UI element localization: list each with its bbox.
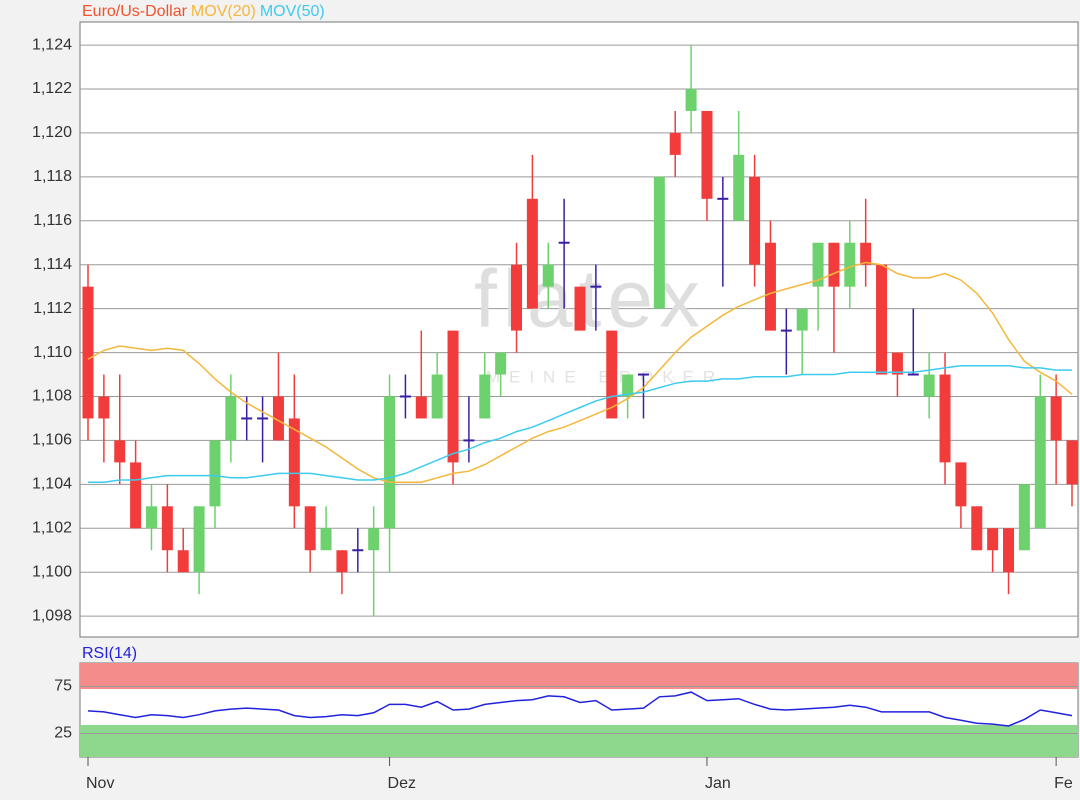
candle-body [923,374,935,397]
candle-body [876,264,888,375]
candle-body [653,176,665,309]
legend-entry: MOV(50) [260,3,325,20]
candle-body [336,550,348,573]
candle-body [399,395,411,398]
candle-body [352,549,364,552]
y-tick-label: 1,106 [32,432,72,449]
candle-body [209,440,221,507]
candle-body [431,374,443,419]
candle-body [511,264,523,331]
y-tick-label: 1,108 [32,388,72,405]
y-tick-label: 1,124 [32,36,72,53]
watermark-subtitle: MEINE BROKER [486,367,724,386]
candle-body [1003,528,1015,573]
candle-body [828,242,840,287]
candle-body [304,506,316,551]
moving-average-line [87,261,1073,483]
y-tick-label: 1,120 [32,124,72,141]
candle-body [288,418,300,507]
candle-body [272,396,284,441]
candle-body [320,528,332,551]
candle-body [82,286,94,419]
candle-body [257,417,269,420]
candle-body [685,88,697,111]
candle-body [764,242,776,331]
candle-body [637,373,649,376]
candle-body [574,286,586,331]
y-tick-label: 75 [54,678,72,695]
y-tick-label: 1,098 [32,607,72,624]
candle-body [241,417,253,420]
candle-body [812,242,824,287]
y-tick-label: 1,102 [32,519,72,536]
candle-body [463,439,475,442]
candle-body [368,528,380,551]
x-tick-label: Dez [388,775,416,792]
x-tick-label: Jan [705,775,731,792]
candle-body [907,373,919,376]
candle-body [669,132,681,155]
candle-body [415,396,427,419]
y-tick-label: 1,110 [33,344,72,361]
candle-body [987,528,999,551]
candle-body [749,176,761,265]
overbought-zone [80,663,1078,689]
candle-body [796,308,808,331]
x-tick-label: Fe [1054,775,1073,792]
y-tick-label: 1,112 [33,300,72,317]
candle-body [177,550,189,573]
candle-body [622,374,634,397]
candle-body [590,285,602,288]
candle-body [844,242,856,287]
moving-average-line [88,364,1072,483]
candle-body [495,352,507,375]
candle-body [193,506,205,573]
candle-body [971,506,983,551]
candle-body [447,330,459,463]
candle-body [717,197,729,200]
x-tick-label: Nov [86,775,114,792]
y-tick-label: 25 [54,725,72,742]
y-tick-label: 1,118 [33,168,72,185]
candle-body [1050,396,1062,441]
watermark-logo: flatex [474,254,706,345]
legend-entry: MOV(20) [191,3,256,20]
candle-body [1034,396,1046,529]
candle-body [701,110,713,199]
candle-body [939,374,951,463]
candle-body [98,396,110,419]
candle-body [606,330,618,419]
y-tick-label: 1,116 [33,212,72,229]
y-tick-label: 1,114 [33,256,72,273]
candle-body [780,329,792,332]
candle-body [542,264,554,287]
legend: Euro/Us-Dollar MOV(20) MOV(50) [82,3,325,20]
legend-entry: Euro/Us-Dollar [82,3,188,20]
candle-body [114,440,126,463]
candle-body [225,396,237,441]
y-tick-label: 1,122 [32,80,72,97]
candle-body [526,198,538,309]
candle-body [130,462,142,529]
candle-body [161,506,173,551]
candle-body [479,374,491,419]
y-tick-label: 1,104 [32,476,72,493]
rsi-line [87,691,1073,727]
candle-body [384,396,396,529]
candle-body [558,241,570,244]
candle-body [891,352,903,375]
candle-body [1066,440,1078,485]
oversold-zone [80,725,1078,757]
candle-body [955,462,967,507]
candle-body [145,506,157,529]
candle-body [733,154,745,221]
candle-body [1018,484,1030,551]
panel-label: RSI(14) [82,645,137,662]
candle-body [860,242,872,265]
y-tick-label: 1,100 [32,563,72,580]
